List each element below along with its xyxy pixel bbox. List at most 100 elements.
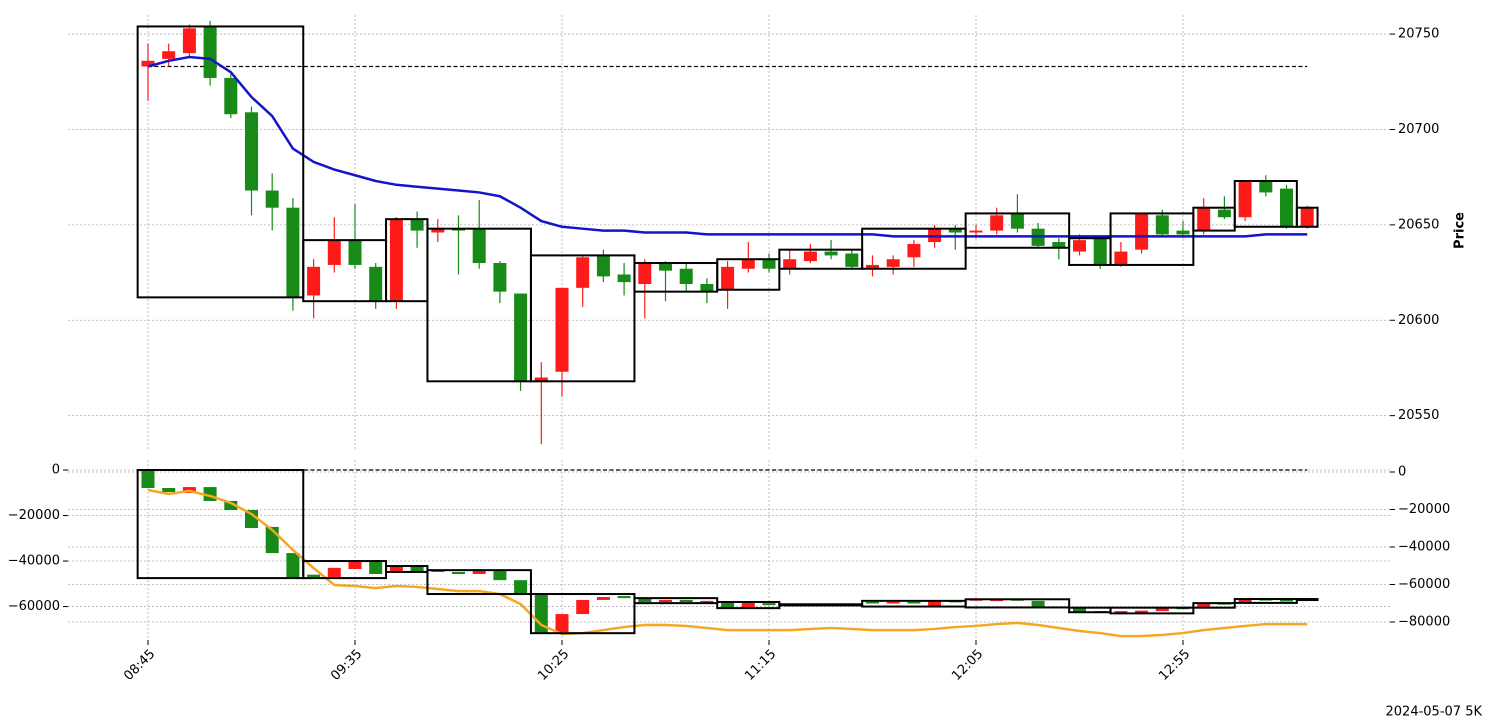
candle-body <box>514 580 528 595</box>
x-tick-label: 11:15 <box>742 647 779 684</box>
candle-body <box>1114 251 1128 265</box>
candle-body <box>141 60 155 67</box>
candle-body <box>1217 209 1231 218</box>
candle-body <box>721 601 735 609</box>
x-tick-label: 12:55 <box>1156 647 1193 684</box>
candle-body <box>700 284 714 292</box>
candle-body <box>1280 188 1293 227</box>
candle-body <box>617 274 631 283</box>
candle-body <box>803 251 817 262</box>
candle-body <box>576 599 590 615</box>
candle-body <box>845 253 859 267</box>
candle-body <box>596 596 610 600</box>
y-tick-label: −20000 <box>8 508 60 523</box>
range-box <box>964 212 1071 249</box>
candle-body <box>369 266 383 302</box>
candle-body <box>638 598 652 602</box>
candle-body <box>1135 610 1149 614</box>
candle-body <box>1114 611 1128 613</box>
candle-body <box>1155 607 1169 612</box>
candle-body <box>1135 213 1149 250</box>
candle-body <box>679 268 693 285</box>
y-tick-label: −80000 <box>1398 615 1450 630</box>
y-tick-label: −60000 <box>8 599 60 614</box>
range-box <box>426 569 532 596</box>
candle-body <box>493 263 507 292</box>
range-box <box>1192 602 1236 609</box>
candle-body <box>1280 599 1293 602</box>
mark-layer <box>136 20 1319 638</box>
candle-body <box>307 574 321 577</box>
average-line <box>147 488 1308 638</box>
range-box <box>529 593 636 635</box>
candle-body <box>555 287 569 372</box>
candle-body <box>141 470 155 488</box>
x-tick-label: 10:25 <box>535 647 572 684</box>
candle-body <box>1300 207 1314 227</box>
candle-body <box>514 293 528 382</box>
candle-body <box>721 266 735 290</box>
range-box <box>778 603 864 607</box>
grid-layer <box>68 15 1390 640</box>
candle-body <box>286 207 300 298</box>
candle-body <box>907 243 921 258</box>
x-tick-label: 09:35 <box>328 647 365 684</box>
candle-body <box>1031 600 1045 607</box>
candle-body <box>928 600 942 607</box>
candle-body <box>679 599 693 602</box>
candle-body <box>534 377 548 382</box>
candle-body <box>1093 238 1107 265</box>
candle-body <box>410 566 424 572</box>
candle-body <box>866 601 879 604</box>
candle-body <box>762 259 776 269</box>
footer: 2024-05-07 5K <box>1386 705 1483 720</box>
candle-body <box>1010 213 1024 229</box>
candle-body <box>1197 603 1211 608</box>
range-box <box>385 565 429 573</box>
candle-body <box>162 51 176 59</box>
candle-body <box>1238 180 1252 218</box>
y-tick-label: 20550 <box>1398 408 1439 423</box>
candle-body <box>659 263 672 271</box>
x-tick-label: 08:45 <box>121 647 158 684</box>
candle-body <box>762 603 776 606</box>
candle-body <box>886 259 900 267</box>
y-tick-label: −60000 <box>1398 577 1450 592</box>
candle-body <box>659 599 672 602</box>
candle-body <box>1176 230 1190 235</box>
candle-body <box>389 566 403 572</box>
candle-body <box>576 257 590 288</box>
candle-body <box>596 255 610 277</box>
candle-body <box>389 219 403 302</box>
candle-body <box>555 614 569 633</box>
candle-body <box>410 219 424 231</box>
range-box <box>529 254 636 383</box>
candle-body <box>327 240 341 265</box>
range-box <box>1295 206 1319 228</box>
y-tick-label: 20700 <box>1398 122 1439 137</box>
candle-body <box>452 571 465 575</box>
y-tick-label: −40000 <box>8 554 60 569</box>
candle-body <box>245 112 258 191</box>
candle-body <box>886 601 900 604</box>
candle-body <box>203 26 217 78</box>
range-box <box>964 598 1071 609</box>
y-tick-label: 20750 <box>1398 27 1439 42</box>
candle-body <box>866 264 879 269</box>
y-tick-label: −40000 <box>1398 540 1450 555</box>
candle-body <box>741 601 755 609</box>
y-axis-label: Price <box>1453 212 1468 249</box>
range-box <box>136 469 305 580</box>
candle-body <box>162 487 176 493</box>
candle-body <box>783 259 797 269</box>
candle-body <box>1259 180 1273 193</box>
average-line <box>147 55 1308 238</box>
range-box <box>1233 179 1298 228</box>
candle-body <box>348 240 362 265</box>
candle-body <box>700 600 714 604</box>
candle-body <box>1073 607 1086 613</box>
candle-body <box>1052 242 1066 248</box>
candle-body <box>327 567 341 577</box>
candle-body <box>286 553 300 579</box>
